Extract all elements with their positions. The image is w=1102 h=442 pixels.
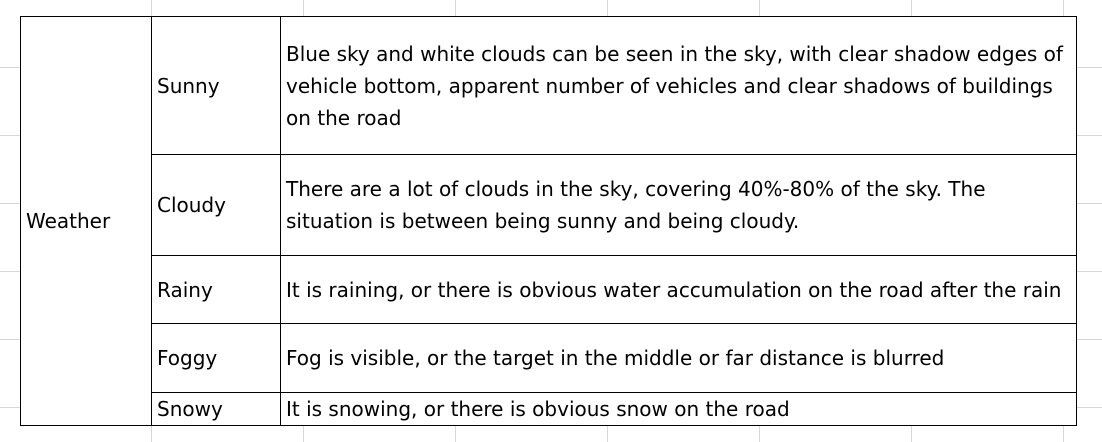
weather-type-cell[interactable]: Sunny <box>151 16 281 155</box>
description-cell[interactable]: It is snowing, or there is obvious snow … <box>280 392 1077 426</box>
table-row: Rainy It is raining, or there is obvious… <box>21 255 1077 324</box>
description-cell[interactable]: Blue sky and white clouds can be seen in… <box>280 16 1077 155</box>
weather-type-cell[interactable]: Foggy <box>151 323 281 393</box>
weather-type-cell[interactable]: Rainy <box>151 255 281 324</box>
category-cell[interactable]: Weather <box>20 16 152 426</box>
table-row: Weather Sunny Blue sky and white clouds … <box>20 16 1077 426</box>
table-row: Foggy Fog is visible, or the target in t… <box>21 323 1077 393</box>
description-cell[interactable]: Fog is visible, or the target in the mid… <box>280 323 1077 393</box>
weather-type-cell[interactable]: Snowy <box>151 392 281 426</box>
description-cell[interactable]: There are a lot of clouds in the sky, co… <box>280 154 1077 256</box>
description-cell[interactable]: It is raining, or there is obvious water… <box>280 255 1077 324</box>
table-row: Cloudy There are a lot of clouds in the … <box>21 154 1077 256</box>
weather-conditions-table: Weather Sunny Blue sky and white clouds … <box>20 16 1077 426</box>
table-row: Snowy It is snowing, or there is obvious… <box>21 392 1077 426</box>
weather-type-cell[interactable]: Cloudy <box>151 154 281 256</box>
